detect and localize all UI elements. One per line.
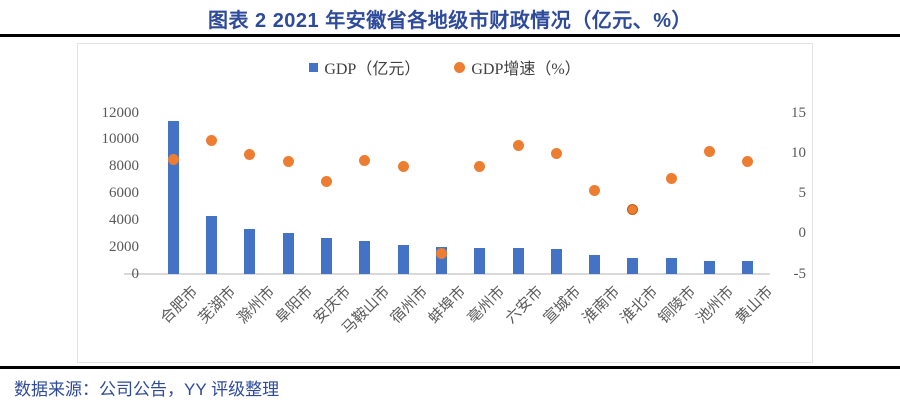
source-note: 数据来源：公司公告，YY 评级整理	[14, 380, 280, 399]
gdp-bar[interactable]	[512, 248, 524, 274]
left-axis-tick: 2000	[109, 238, 139, 255]
left-axis-tick: 8000	[109, 158, 139, 175]
plot-area	[154, 113, 767, 274]
growth-dot[interactable]	[665, 172, 677, 184]
right-axis-tick: 5	[798, 185, 807, 201]
x-axis-label-text: 阜阳市	[273, 283, 317, 327]
x-axis-label-text: 宿州市	[387, 283, 432, 327]
growth-dot[interactable]	[742, 155, 754, 167]
gdp-bar[interactable]	[244, 228, 256, 274]
left-axis-tick: 12000	[101, 104, 140, 121]
gdp-bar[interactable]	[704, 260, 715, 274]
x-axis-label-text: 宣城市	[541, 283, 585, 327]
gdp-bar[interactable]	[474, 247, 486, 274]
growth-dot[interactable]	[589, 184, 601, 196]
growth-dot[interactable]	[627, 204, 639, 216]
legend-item-gdp[interactable]: GDP（亿元）	[309, 55, 420, 79]
chart-area: GDP（亿元） GDP增速（%） 0 2000 4000 6000 8000 10000 1…	[77, 43, 813, 363]
x-axis-label-text: 滁州市	[234, 283, 278, 327]
growth-dot[interactable]	[550, 147, 562, 159]
top-divider	[0, 34, 900, 37]
x-axis-line	[124, 273, 770, 275]
growth-dot[interactable]	[206, 134, 217, 146]
growth-dot[interactable]	[435, 247, 447, 259]
gdp-bar-swatch-icon	[309, 62, 319, 72]
legend-item-growth[interactable]: GDP增速（%）	[454, 55, 581, 79]
gdp-bar[interactable]	[359, 241, 371, 274]
right-axis-tick: 15	[791, 104, 806, 121]
x-axis-label-text: 蚌埠市	[426, 283, 470, 327]
gdp-bar[interactable]	[435, 247, 447, 274]
x-axis-label-text: 芜湖市	[196, 283, 240, 327]
right-axis-tick: 10	[791, 144, 806, 161]
gdp-bar[interactable]	[282, 232, 294, 274]
growth-dot[interactable]	[320, 175, 332, 187]
gdp-bar[interactable]	[167, 120, 179, 274]
x-axis-label-text: 黄山市	[732, 283, 776, 327]
growth-dot[interactable]	[167, 154, 179, 166]
left-axis-tick: 10000	[101, 131, 140, 148]
growth-dot[interactable]	[359, 155, 371, 166]
growth-dot-swatch-icon	[454, 61, 466, 73]
gdp-bar[interactable]	[742, 261, 754, 274]
gdp-bar[interactable]	[397, 244, 409, 274]
gdp-bar[interactable]	[665, 258, 677, 274]
x-axis-label-text: 六安市	[502, 283, 547, 327]
chart-legend: GDP（亿元） GDP增速（%）	[78, 56, 812, 78]
gdp-bar[interactable]	[550, 249, 562, 274]
x-axis-label-text: 铜陵市	[656, 283, 700, 327]
left-axis-tick: 6000	[109, 185, 139, 201]
growth-dot[interactable]	[397, 160, 409, 172]
gdp-bar[interactable]	[589, 254, 601, 274]
x-axis-label-text: 合肥市	[158, 283, 202, 327]
growth-dot[interactable]	[244, 148, 256, 160]
x-axis-label-text: 池州市	[694, 283, 738, 327]
gdp-bar[interactable]	[320, 238, 332, 274]
legend-growth-label: GDP增速（%）	[471, 61, 581, 78]
growth-dot[interactable]	[474, 160, 486, 172]
left-axis-tick: 4000	[109, 211, 139, 228]
x-axis-label-text: 淮北市	[617, 283, 662, 327]
x-axis-label-text: 淮南市	[579, 283, 623, 327]
growth-dot[interactable]	[282, 155, 294, 167]
bottom-divider	[0, 366, 900, 369]
growth-dot[interactable]	[704, 146, 715, 158]
right-axis-tick: -5	[793, 265, 807, 282]
growth-dot[interactable]	[512, 139, 524, 151]
legend-gdp-label: GDP（亿元）	[324, 61, 421, 78]
left-axis-tick: 0	[131, 265, 140, 282]
right-axis-tick: 0	[798, 225, 807, 242]
x-axis-label-text: 亳州市	[464, 283, 508, 327]
gdp-bar[interactable]	[206, 216, 217, 274]
chart-title: 图表 2 2021 年安徽省各地级市财政情况（亿元、%）	[207, 10, 693, 32]
gdp-bar[interactable]	[627, 257, 639, 274]
